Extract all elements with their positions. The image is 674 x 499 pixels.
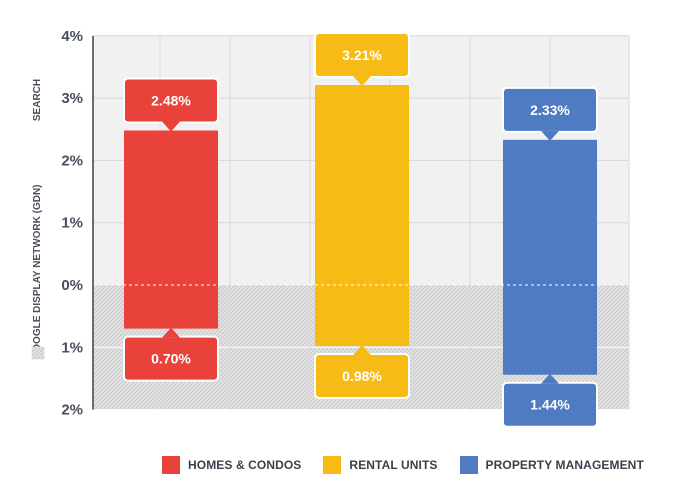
callout-pointer <box>541 373 559 384</box>
legend-item: RENTAL UNITS <box>323 456 437 474</box>
legend-swatch <box>459 456 478 474</box>
legend-label: RENTAL UNITS <box>349 458 438 472</box>
data-label: 0.98% <box>342 368 382 384</box>
y-tick-label: 2% <box>61 152 83 169</box>
callout-pointer <box>541 130 559 141</box>
gdn-hatch-swatch <box>31 346 45 360</box>
y-tick-label: 0% <box>61 277 83 294</box>
y-tick-label: 4% <box>61 28 83 45</box>
data-callout-gdn: 0.98% <box>314 345 410 400</box>
data-callout-search: 3.21% <box>314 32 410 87</box>
bar-gdn <box>124 285 218 329</box>
y-tick-label: 3% <box>61 90 83 107</box>
data-label: 0.70% <box>151 351 191 367</box>
bar-search <box>503 139 597 285</box>
callout-pointer <box>353 76 371 87</box>
bar-search <box>315 85 409 285</box>
search-axis-label: SEARCH <box>32 79 43 121</box>
bar-gdn <box>503 285 597 375</box>
data-label: 1.44% <box>530 397 570 413</box>
data-label: 3.21% <box>342 47 382 63</box>
legend-label: PROPERTY MANAGEMENT <box>485 458 644 472</box>
data-callout-gdn: 0.70% <box>123 327 219 382</box>
callout-pointer <box>353 345 371 356</box>
legend-item: HOMES & CONDOS <box>162 456 301 474</box>
data-label: 2.33% <box>530 102 570 118</box>
callout-pointer <box>162 121 180 132</box>
legend-swatch <box>323 456 342 474</box>
data-callout-gdn: 1.44% <box>502 373 598 428</box>
data-callout-search: 2.33% <box>502 86 598 141</box>
bar-search <box>124 130 218 285</box>
data-callout-search: 2.48% <box>123 77 219 132</box>
legend-swatch <box>162 456 180 474</box>
y-tick-label: 2% <box>61 402 83 419</box>
legend: HOMES & CONDOS RENTAL UNITS PROPERTY MANAG… <box>162 456 666 474</box>
y-tick-label: 1% <box>61 215 83 232</box>
gdn-axis-label: GOOGLE DISPLAY NETWORK (GDN) <box>32 184 43 359</box>
legend-item: PROPERTY MANAGEMENT <box>459 456 644 474</box>
callout-pointer <box>162 327 180 338</box>
y-tick-label: 1% <box>61 339 83 356</box>
legend-label: HOMES & CONDOS <box>188 458 302 472</box>
data-label: 2.48% <box>151 92 191 108</box>
bar-gdn <box>315 285 409 347</box>
